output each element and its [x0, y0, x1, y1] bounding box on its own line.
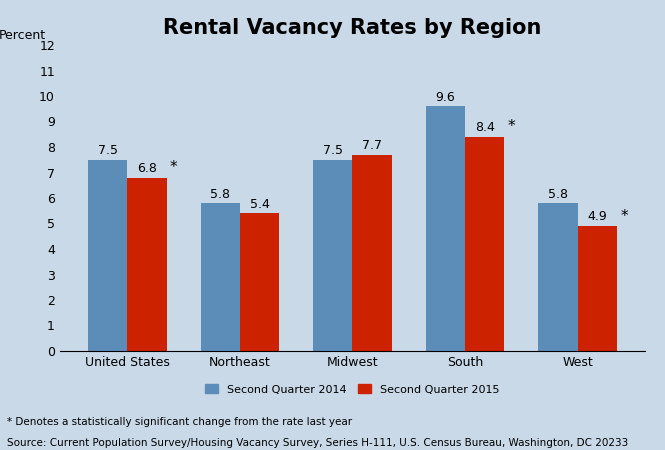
Text: Percent: Percent: [0, 29, 45, 42]
Text: 5.8: 5.8: [210, 188, 230, 201]
Bar: [426, 106, 465, 351]
Text: 8.4: 8.4: [475, 121, 495, 134]
Bar: [577, 226, 617, 351]
Bar: [240, 213, 279, 351]
Text: 6.8: 6.8: [137, 162, 157, 175]
Text: 7.7: 7.7: [362, 139, 382, 152]
Text: 7.5: 7.5: [98, 144, 118, 157]
Text: Source: Current Population Survey/Housing Vacancy Survey, Series H-111, U.S. Cen: Source: Current Population Survey/Housin…: [7, 437, 628, 447]
Title: Rental Vacancy Rates by Region: Rental Vacancy Rates by Region: [164, 18, 541, 38]
Text: *: *: [620, 208, 628, 224]
Text: 7.5: 7.5: [323, 144, 342, 157]
Text: 9.6: 9.6: [436, 90, 455, 104]
Bar: [88, 160, 128, 351]
Text: 5.4: 5.4: [249, 198, 269, 211]
Bar: [465, 137, 504, 351]
Bar: [128, 178, 167, 351]
Text: * Denotes a statistically significant change from the rate last year: * Denotes a statistically significant ch…: [7, 417, 352, 427]
Bar: [313, 160, 352, 351]
Bar: [352, 155, 392, 351]
Legend: Second Quarter 2014, Second Quarter 2015: Second Quarter 2014, Second Quarter 2015: [201, 380, 504, 399]
Text: 5.8: 5.8: [548, 188, 568, 201]
Bar: [538, 203, 577, 351]
Bar: [201, 203, 240, 351]
Text: *: *: [170, 160, 178, 175]
Text: 4.9: 4.9: [587, 211, 607, 224]
Text: *: *: [507, 119, 515, 134]
